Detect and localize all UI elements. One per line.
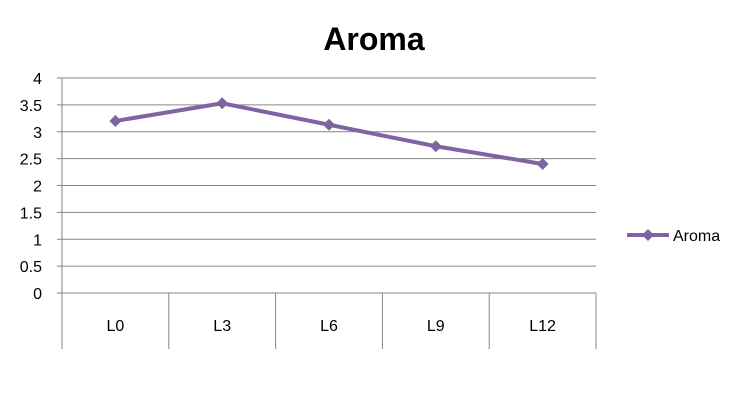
data-point-marker: [429, 140, 442, 153]
x-tick-label: L0: [107, 318, 125, 335]
y-tick-label: 1: [33, 232, 42, 249]
data-point-marker: [536, 158, 549, 170]
y-tick-label: 1.5: [20, 205, 42, 222]
data-point-marker: [323, 118, 335, 131]
y-tick-label: 0.5: [20, 259, 42, 276]
y-tick-label: 3: [33, 125, 42, 142]
y-tick-label: 2: [33, 179, 42, 196]
series-line: [113, 101, 545, 166]
legend-label: Aroma: [673, 228, 720, 245]
y-tick-label: 4: [33, 71, 42, 88]
data-point-marker: [109, 115, 122, 127]
y-tick-label: 0: [33, 286, 42, 303]
series-aroma: [109, 97, 549, 170]
y-tick-label: 2.5: [20, 152, 42, 169]
x-tick-label: L12: [529, 318, 556, 335]
data-point-marker: [216, 97, 229, 110]
x-tick-label: L9: [427, 318, 445, 335]
y-axis-tick-labels: 0 0.5 1 1.5 2 2.5 3 3.5 4: [20, 71, 42, 303]
axes: [61, 78, 597, 349]
y-tick-label: 3.5: [20, 98, 42, 115]
x-tick-label: L3: [213, 318, 231, 335]
gridlines: [57, 77, 596, 294]
chart-title: Aroma: [323, 21, 425, 57]
legend-marker: [642, 229, 654, 241]
x-tick-label: L6: [320, 318, 338, 335]
legend: Aroma: [627, 228, 720, 245]
x-axis-tick-labels: L0 L3 L6 L9 L12: [107, 318, 557, 335]
